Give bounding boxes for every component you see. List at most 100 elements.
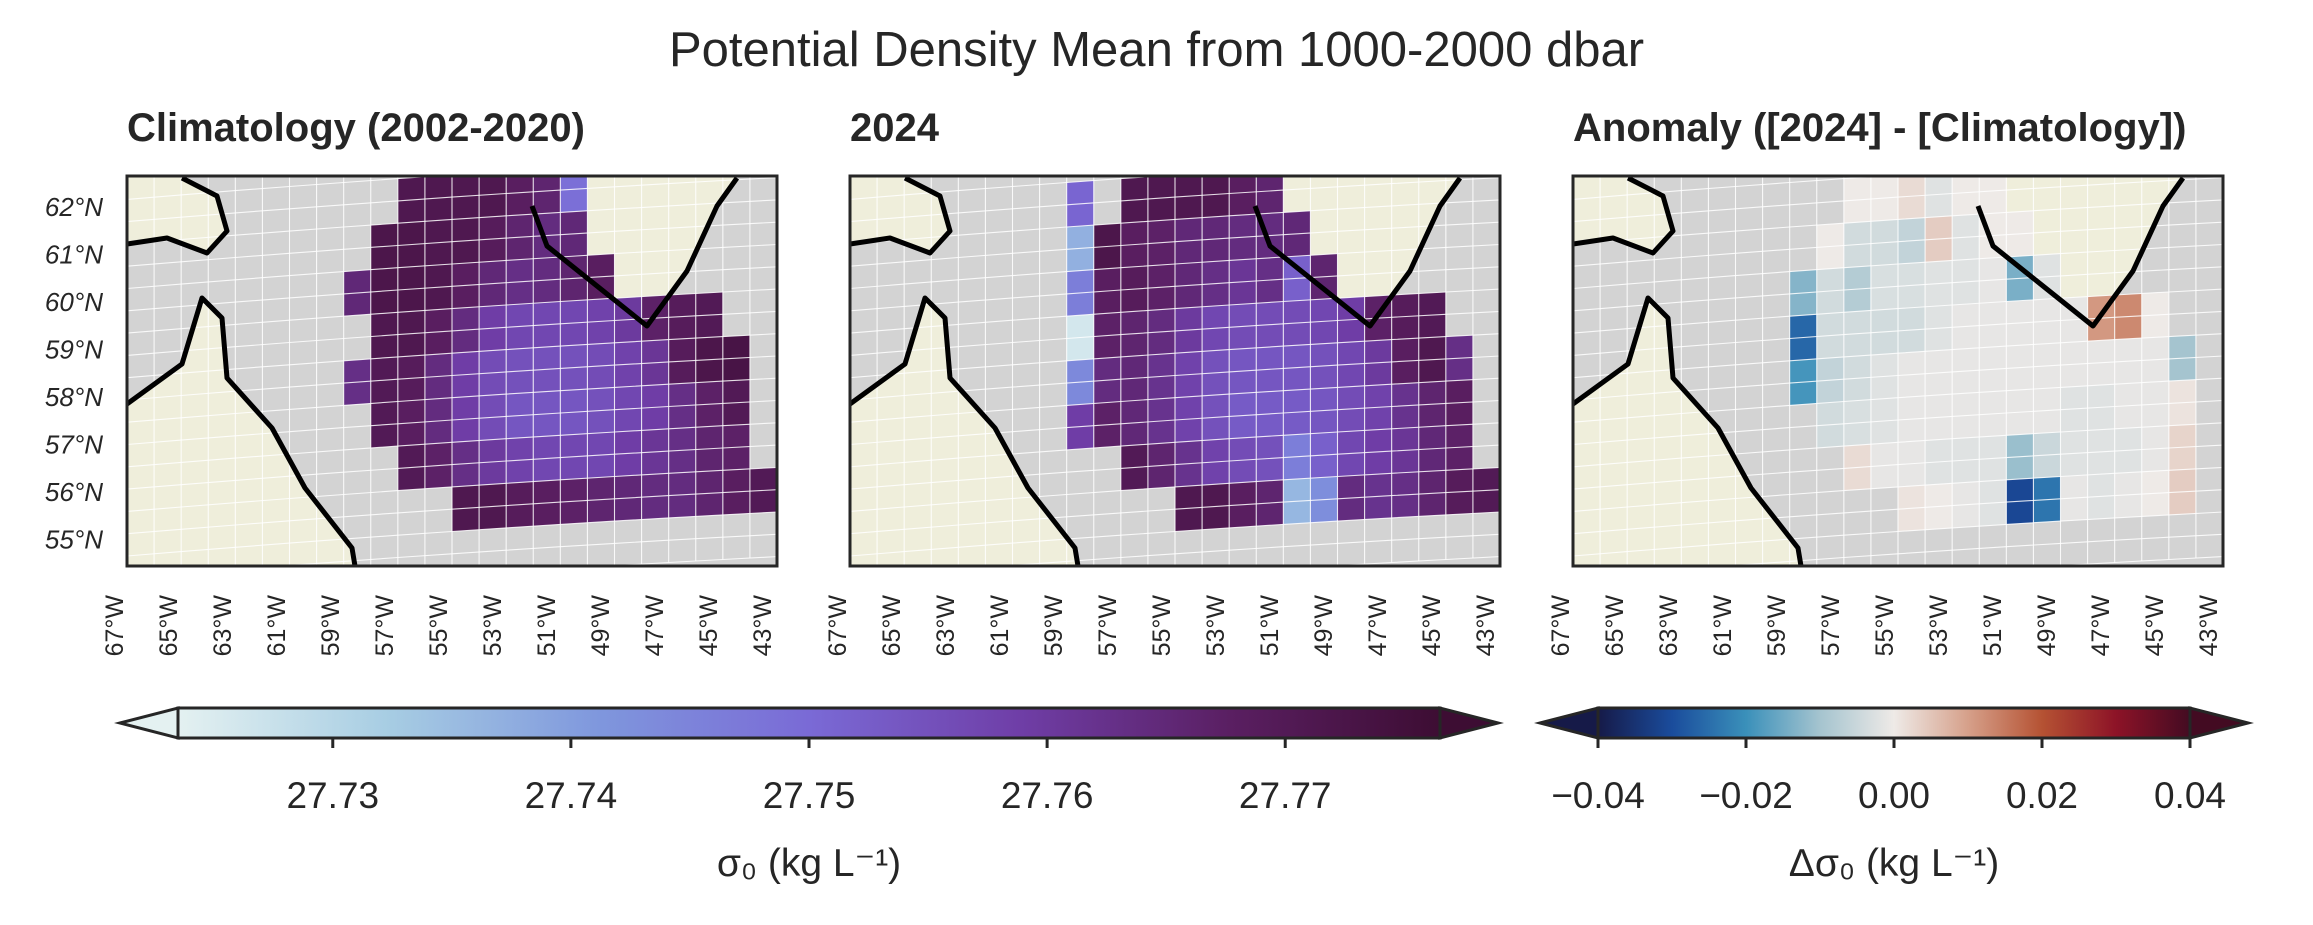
longitude-labels: 67°W 65°W 63°W 61°W 59°W 57°W 55°W 53°W 51°W 49°W…: [101, 595, 2223, 657]
grid-cell: [1952, 176, 1980, 216]
longitude-label: 51°W: [533, 595, 561, 657]
map-panel-anomaly[interactable]: [1571, 133, 2225, 601]
graticule-line: [274, 533, 777, 566]
anomaly-colorbar-extend-high: [2188, 706, 2254, 740]
anomaly-map-content: [1573, 176, 2223, 566]
graticule-line: [1573, 221, 2223, 267]
grid-cell: [1870, 176, 1898, 222]
graticule-line: [1573, 333, 2223, 379]
longitude-label: 45°W: [695, 595, 723, 657]
graticule-line: [850, 444, 1500, 490]
colorbar-tick-label: 27.73: [286, 775, 379, 816]
grid-cell: [452, 176, 480, 220]
coastline: [1252, 176, 1463, 329]
colorbar-tick-label: 27.75: [763, 775, 856, 816]
longitude-label: 67°W: [824, 595, 852, 657]
graticule-line: [850, 333, 1500, 379]
longitude-label: 59°W: [1763, 595, 1791, 657]
graticule-line: [1573, 422, 2223, 468]
longitude-label: 53°W: [479, 595, 507, 657]
graticule-line: [1573, 399, 2223, 446]
longitude-label: 61°W: [1709, 595, 1737, 657]
colorbar-tick-label: 0.04: [2154, 775, 2226, 816]
graticule-line: [1573, 176, 1890, 200]
panel-title-2024: 2024: [850, 106, 939, 150]
graticule-line: [127, 399, 777, 446]
longitude-label: 51°W: [1256, 595, 1284, 657]
longitude-label: 43°W: [1472, 595, 1500, 657]
longitude-label: 45°W: [1418, 595, 1446, 657]
graticule-line: [1573, 377, 2223, 423]
coastline: [127, 295, 358, 566]
land-area: [850, 176, 950, 251]
longitude-label: 63°W: [932, 595, 960, 657]
graticule-line: [1573, 444, 2223, 490]
graticule-line: [127, 199, 777, 245]
graticule-line: [850, 489, 1500, 535]
coastline: [1573, 176, 1676, 256]
longitude-label: 57°W: [371, 595, 399, 657]
graticule-line: [1720, 533, 2223, 566]
latitude-label: 55°N: [45, 525, 103, 555]
map-panel-climatology[interactable]: [125, 133, 779, 601]
colorbar-density: 27.73 27.74 27.75 27.76 27.77 σ₀ (kg L⁻¹): [114, 706, 1504, 885]
graticule-line: [1573, 511, 2223, 557]
longitude-label: 63°W: [1655, 595, 1683, 657]
graticule-line: [127, 310, 777, 356]
year-2024-map-frame: [848, 174, 1502, 568]
grid-cell: [1925, 176, 1953, 218]
longitude-label: 55°W: [425, 595, 453, 657]
longitude-label: 59°W: [317, 595, 345, 657]
density-colorbar-extend-high: [1438, 706, 1504, 740]
coastline: [1573, 295, 1804, 566]
colorbar-tick-label: 0.02: [2006, 775, 2078, 816]
grid-cell: [1256, 176, 1284, 215]
grid-cell: [1202, 176, 1230, 218]
graticule-line: [1573, 266, 2223, 312]
latitude-label: 58°N: [45, 382, 103, 412]
graticule-line: [850, 377, 1500, 423]
longitude-label: 59°W: [1040, 595, 1068, 657]
grid-cell: [1979, 176, 2007, 215]
longitude-label: 47°W: [2087, 595, 2115, 657]
colorbar-tick-label: 0.00: [1858, 775, 1930, 816]
density-colorbar-bar: [176, 706, 1442, 740]
panel-title-anomaly: Anomaly ([2024] - [Climatology]): [1573, 106, 2187, 150]
anomaly-colorbar-label: Δσ₀ (kg L⁻¹): [1789, 842, 1999, 885]
longitude-label: 55°W: [1148, 595, 1176, 657]
latitude-label: 59°N: [45, 335, 103, 365]
graticule-line: [127, 221, 777, 267]
graticule-line: [127, 266, 777, 312]
latitude-label: 61°N: [45, 240, 103, 270]
panel-title-climatology: Climatology (2002-2020): [127, 106, 585, 150]
longitude-label: 49°W: [2033, 595, 2061, 657]
graticule-line: [850, 310, 1500, 356]
colorbar-tick-label: 27.74: [525, 775, 618, 816]
anomaly-map-frame: [1571, 174, 2225, 568]
graticule-line: [1573, 355, 2223, 401]
longitude-label: 53°W: [1202, 595, 1230, 657]
coastline: [1975, 176, 2186, 329]
colorbar-tick-label: 27.76: [1001, 775, 1094, 816]
graticule-line: [850, 355, 1500, 401]
land-area: [127, 176, 227, 251]
graticule-line: [850, 243, 1500, 290]
longitude-label: 57°W: [1094, 595, 1122, 657]
map-panel-2024[interactable]: [848, 133, 1502, 601]
graticule-line: [127, 489, 777, 535]
graticule-line: [850, 176, 870, 178]
grid-cell: [479, 176, 507, 218]
graticule-line: [850, 422, 1500, 468]
graticule-line: [1573, 243, 2223, 290]
coastline: [529, 176, 740, 329]
grid-cell: [424, 176, 452, 222]
grid-cell: [1147, 176, 1175, 222]
graticule-line: [127, 176, 444, 200]
graticule-line: [1573, 489, 2223, 535]
longitude-label: 47°W: [1364, 595, 1392, 657]
graticule-line: [850, 466, 1500, 512]
latitude-label: 56°N: [45, 477, 103, 507]
anomaly-colorbar-bar: [1596, 706, 2192, 740]
graticule-line: [850, 176, 1167, 200]
